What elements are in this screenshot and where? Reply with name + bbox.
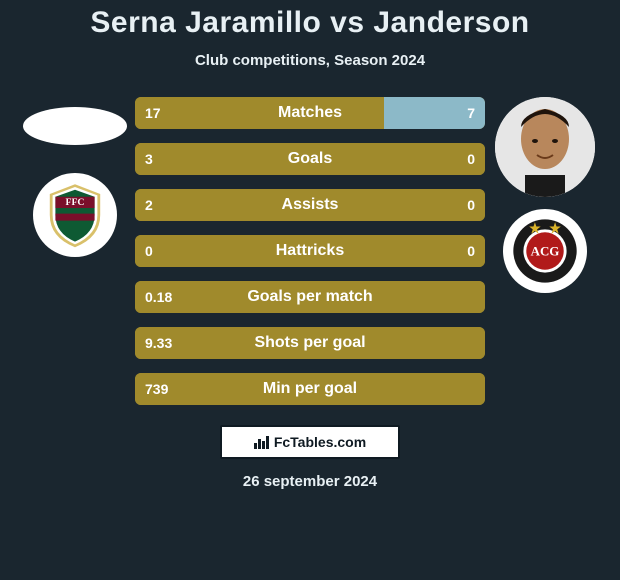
stat-left-value: 0	[145, 243, 153, 259]
player-silhouette-icon	[495, 97, 595, 197]
stat-row: 739Min per goal	[135, 373, 485, 405]
stat-left-segment: 0	[135, 235, 475, 267]
stat-right-value: 0	[467, 243, 475, 259]
stat-row: 20Assists	[135, 189, 485, 221]
atletico-go-crest-icon: ACG	[509, 215, 581, 287]
comparison-card: Serna Jaramillo vs Janderson Club compet…	[0, 0, 620, 580]
stat-left-segment: 0.18	[135, 281, 475, 313]
stat-rows: 177Matches30Goals20Assists00Hattricks0.1…	[135, 97, 485, 405]
stat-row: 30Goals	[135, 143, 485, 175]
stat-right-segment: 0	[475, 235, 485, 267]
right-club-crest: ACG	[503, 209, 587, 293]
left-player-column: FFC	[15, 97, 135, 405]
stat-right-segment: 0	[475, 189, 485, 221]
stat-right-segment: 7	[384, 97, 486, 129]
stat-left-segment: 3	[135, 143, 475, 175]
stat-right-value: 0	[467, 197, 475, 213]
subtitle: Club competitions, Season 2024	[195, 52, 425, 69]
right-player-column: ACG	[485, 97, 605, 405]
brand-badge: FcTables.com	[220, 425, 400, 459]
brand-label: FcTables.com	[274, 434, 366, 450]
stat-right-segment	[475, 281, 485, 313]
stat-left-value: 739	[145, 381, 168, 397]
stat-left-segment: 2	[135, 189, 475, 221]
stat-left-value: 3	[145, 151, 153, 167]
left-player-avatar	[23, 107, 127, 145]
stat-right-segment	[475, 327, 485, 359]
stat-left-value: 2	[145, 197, 153, 213]
stat-left-value: 17	[145, 105, 161, 121]
fluminense-crest-icon: FFC	[40, 180, 110, 250]
svg-text:ACG: ACG	[531, 243, 560, 258]
stat-row: 177Matches	[135, 97, 485, 129]
stat-row: 0.18Goals per match	[135, 281, 485, 313]
stat-left-value: 9.33	[145, 335, 172, 351]
stat-left-segment: 739	[135, 373, 475, 405]
stat-right-value: 0	[467, 151, 475, 167]
stat-row: 9.33Shots per goal	[135, 327, 485, 359]
stats-wrap: FFC 177Matches30Goals20Assists00Hattrick…	[0, 97, 620, 405]
stat-row: 00Hattricks	[135, 235, 485, 267]
stat-left-segment: 17	[135, 97, 384, 129]
page-title: Serna Jaramillo vs Janderson	[90, 6, 529, 40]
svg-text:FFC: FFC	[65, 197, 84, 208]
stat-left-segment: 9.33	[135, 327, 475, 359]
bars-chart-icon	[254, 435, 272, 449]
stat-right-segment	[475, 373, 485, 405]
left-club-crest: FFC	[33, 173, 117, 257]
stat-left-value: 0.18	[145, 289, 172, 305]
stat-right-segment: 0	[475, 143, 485, 175]
right-player-avatar	[495, 97, 595, 197]
date-label: 26 september 2024	[243, 473, 377, 490]
stat-right-value: 7	[467, 105, 475, 121]
